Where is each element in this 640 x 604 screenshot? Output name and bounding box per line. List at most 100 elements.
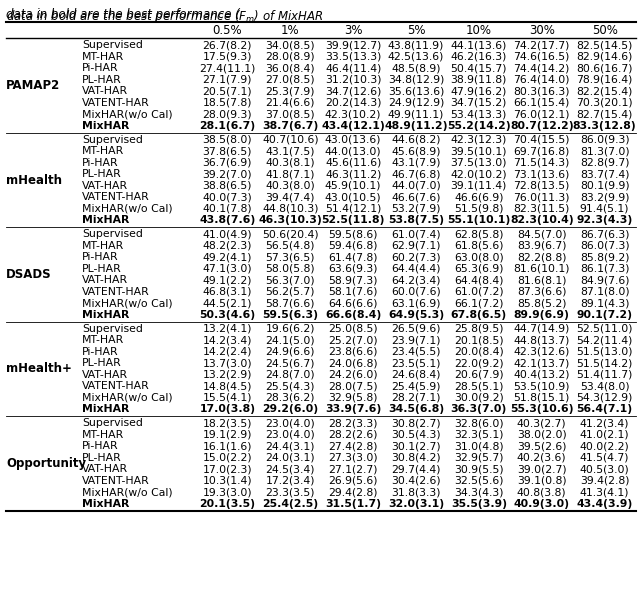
Text: Supervised: Supervised <box>82 418 143 428</box>
Text: 5%: 5% <box>407 24 425 37</box>
Text: 90.1(7.2): 90.1(7.2) <box>577 310 632 320</box>
Text: 45.9(10.1): 45.9(10.1) <box>325 181 381 191</box>
Text: VATENT-HAR: VATENT-HAR <box>82 476 150 486</box>
Text: 60.2(7.3): 60.2(7.3) <box>391 252 441 262</box>
Text: 64.4(4.4): 64.4(4.4) <box>391 264 441 274</box>
Text: 50.3(4.6): 50.3(4.6) <box>200 310 255 320</box>
Text: 44.1(13.6): 44.1(13.6) <box>451 40 507 50</box>
Text: 1%: 1% <box>281 24 300 37</box>
Text: 92.3(4.3): 92.3(4.3) <box>577 215 633 225</box>
Text: 43.4(3.9): 43.4(3.9) <box>577 499 633 509</box>
Text: 3%: 3% <box>344 24 362 37</box>
Text: 34.5(6.8): 34.5(6.8) <box>388 404 444 414</box>
Text: 23.3(3.5): 23.3(3.5) <box>266 487 315 497</box>
Text: 22.0(9.2): 22.0(9.2) <box>454 358 504 368</box>
Text: 30.4(2.6): 30.4(2.6) <box>391 476 441 486</box>
Text: 49.9(11.1): 49.9(11.1) <box>388 109 444 119</box>
Text: 44.7(14.9): 44.7(14.9) <box>513 324 570 334</box>
Text: PL-HAR: PL-HAR <box>82 358 122 368</box>
Text: 40.0(7.3): 40.0(7.3) <box>202 192 252 202</box>
Text: 60.0(7.6): 60.0(7.6) <box>391 287 441 297</box>
Text: 86.0(7.3): 86.0(7.3) <box>580 241 629 251</box>
Text: 40.3(8.0): 40.3(8.0) <box>266 181 315 191</box>
Text: 15.0(2.2): 15.0(2.2) <box>203 453 252 463</box>
Text: 28.5(5.1): 28.5(5.1) <box>454 381 504 391</box>
Text: 40.5(3.0): 40.5(3.0) <box>580 464 630 474</box>
Text: 20.1(8.5): 20.1(8.5) <box>454 335 504 345</box>
Text: mHealth+: mHealth+ <box>6 362 72 376</box>
Text: Supervised: Supervised <box>82 40 143 50</box>
Text: 53.4(13.3): 53.4(13.3) <box>451 109 507 119</box>
Text: 76.0(12.1): 76.0(12.1) <box>513 109 570 119</box>
Text: 34.7(12.6): 34.7(12.6) <box>325 86 381 96</box>
Text: 70.4(15.5): 70.4(15.5) <box>513 135 570 145</box>
Text: 32.9(5.7): 32.9(5.7) <box>454 453 504 463</box>
Text: 17.5(9.3): 17.5(9.3) <box>203 52 252 62</box>
Text: 87.3(6.6): 87.3(6.6) <box>517 287 566 297</box>
Text: 14.2(3.4): 14.2(3.4) <box>203 335 252 345</box>
Text: 51.5(13.0): 51.5(13.0) <box>577 347 633 357</box>
Text: 74.6(16.5): 74.6(16.5) <box>513 52 570 62</box>
Text: 42.0(10.2): 42.0(10.2) <box>451 169 507 179</box>
Text: MixHAR: MixHAR <box>82 310 129 320</box>
Text: 47.1(3.0): 47.1(3.0) <box>203 264 252 274</box>
Text: 59.5(6.3): 59.5(6.3) <box>262 310 318 320</box>
Text: data in bold are the best performance ($F_m$) of MixHAR: data in bold are the best performance ($… <box>6 8 323 25</box>
Text: 25.0(8.5): 25.0(8.5) <box>328 324 378 334</box>
Text: 74.2(17.7): 74.2(17.7) <box>513 40 570 50</box>
Text: 87.1(8.0): 87.1(8.0) <box>580 287 629 297</box>
Text: 14.2(2.4): 14.2(2.4) <box>203 347 252 357</box>
Text: 44.6(8.2): 44.6(8.2) <box>391 135 441 145</box>
Text: 27.0(8.5): 27.0(8.5) <box>266 75 315 85</box>
Text: 27.3(3.0): 27.3(3.0) <box>328 453 378 463</box>
Text: 31.5(1.7): 31.5(1.7) <box>325 499 381 509</box>
Text: MixHAR(w/o Cal): MixHAR(w/o Cal) <box>82 109 173 119</box>
Text: 59.5(8.6): 59.5(8.6) <box>328 230 378 239</box>
Text: 86.1(7.3): 86.1(7.3) <box>580 264 629 274</box>
Text: 20.1(3.5): 20.1(3.5) <box>200 499 255 509</box>
Text: 49.1(2.2): 49.1(2.2) <box>203 275 252 285</box>
Text: VAT-HAR: VAT-HAR <box>82 464 128 474</box>
Text: Pi-HAR: Pi-HAR <box>82 63 118 73</box>
Text: PL-HAR: PL-HAR <box>82 453 122 463</box>
Text: 16.1(1.6): 16.1(1.6) <box>203 442 252 451</box>
Text: 26.5(9.6): 26.5(9.6) <box>391 324 441 334</box>
Text: 30.8(2.7): 30.8(2.7) <box>391 418 441 428</box>
Text: 32.0(3.1): 32.0(3.1) <box>388 499 444 509</box>
Text: 39.4(2.8): 39.4(2.8) <box>580 476 629 486</box>
Text: 30%: 30% <box>529 24 555 37</box>
Text: 46.7(6.8): 46.7(6.8) <box>391 169 441 179</box>
Text: 38.8(6.5): 38.8(6.5) <box>203 181 252 191</box>
Text: 27.1(7.9): 27.1(7.9) <box>203 75 252 85</box>
Text: 56.2(5.7): 56.2(5.7) <box>266 287 315 297</box>
Text: 10.3(1.4): 10.3(1.4) <box>203 476 252 486</box>
Text: 91.4(5.1): 91.4(5.1) <box>580 204 629 214</box>
Text: 61.4(7.8): 61.4(7.8) <box>328 252 378 262</box>
Text: 50.4(15.7): 50.4(15.7) <box>451 63 507 73</box>
Text: 82.8(9.7): 82.8(9.7) <box>580 158 629 168</box>
Text: 42.3(10.2): 42.3(10.2) <box>325 109 381 119</box>
Text: 39.9(12.7): 39.9(12.7) <box>325 40 381 50</box>
Text: 19.6(6.2): 19.6(6.2) <box>266 324 315 334</box>
Text: 26.9(5.6): 26.9(5.6) <box>328 476 378 486</box>
Text: 25.2(7.0): 25.2(7.0) <box>328 335 378 345</box>
Text: 24.9(6.6): 24.9(6.6) <box>266 347 315 357</box>
Text: 55.2(14.2): 55.2(14.2) <box>447 121 511 130</box>
Text: 13.2(2.9): 13.2(2.9) <box>203 370 252 380</box>
Text: 62.8(5.8): 62.8(5.8) <box>454 230 504 239</box>
Text: 24.6(8.4): 24.6(8.4) <box>391 370 441 380</box>
Text: 49.2(4.1): 49.2(4.1) <box>203 252 252 262</box>
Text: MixHAR(w/o Cal): MixHAR(w/o Cal) <box>82 487 173 497</box>
Text: 89.1(4.3): 89.1(4.3) <box>580 298 629 308</box>
Text: 82.5(14.5): 82.5(14.5) <box>577 40 633 50</box>
Text: 34.0(8.5): 34.0(8.5) <box>266 40 315 50</box>
Text: 58.0(5.8): 58.0(5.8) <box>266 264 315 274</box>
Text: 24.5(6.7): 24.5(6.7) <box>266 358 315 368</box>
Text: 44.8(10.3): 44.8(10.3) <box>262 204 319 214</box>
Text: 29.7(4.4): 29.7(4.4) <box>391 464 441 474</box>
Text: 34.7(15.2): 34.7(15.2) <box>451 98 507 108</box>
Text: 43.0(13.6): 43.0(13.6) <box>325 135 381 145</box>
Text: 37.0(8.5): 37.0(8.5) <box>266 109 315 119</box>
Text: 35.6(13.6): 35.6(13.6) <box>388 86 444 96</box>
Text: 51.8(15.1): 51.8(15.1) <box>513 393 570 403</box>
